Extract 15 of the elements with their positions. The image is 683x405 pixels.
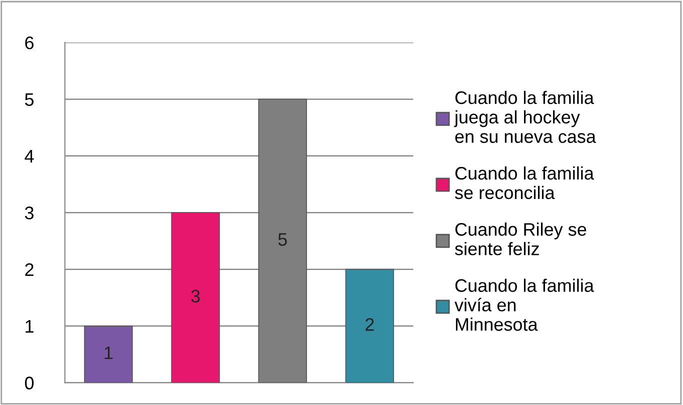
y-tick-label: 3 — [24, 206, 34, 220]
data-label: 1 — [104, 346, 113, 360]
y-tick-label: 4 — [24, 150, 34, 162]
y-tick-label: 0 — [24, 376, 34, 390]
y-tick-label: 5 — [25, 93, 34, 106]
legend-label: Cuando la familia se reconcilia — [454, 166, 594, 200]
y-tick-label: 2 — [25, 263, 34, 276]
data-label: 3 — [191, 290, 200, 303]
data-label: 2 — [366, 318, 374, 331]
legend-label: Cuando Riley se siente feliz — [454, 222, 586, 256]
legend-label: Cuando la familia juega al hockey en su nueva casa — [454, 90, 596, 143]
y-tick-label: 1 — [26, 320, 34, 333]
y-tick-label: 6 — [25, 36, 34, 50]
data-label: 5 — [278, 233, 287, 246]
legend-label: Cuando la familia vivía en Minnesota — [454, 278, 594, 331]
